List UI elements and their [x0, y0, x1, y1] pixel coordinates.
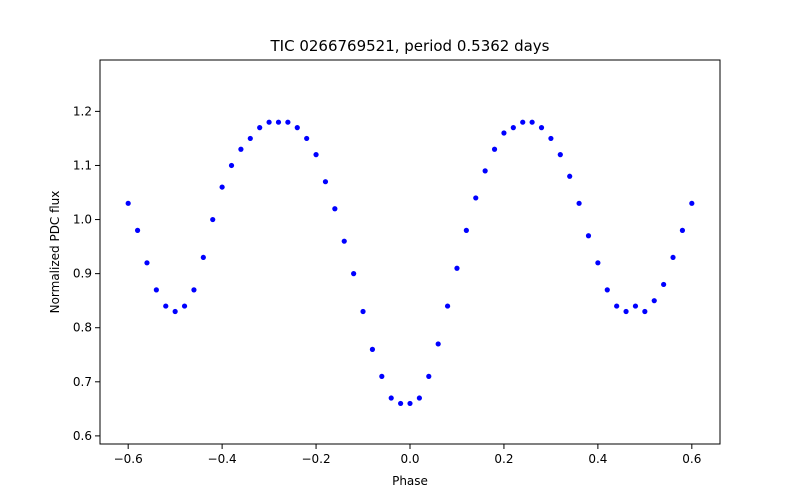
- data-point: [153, 287, 159, 293]
- data-point: [585, 233, 592, 239]
- data-point: [567, 173, 573, 179]
- data-point: [200, 254, 206, 261]
- y-tick-label: 0.7: [73, 375, 92, 389]
- data-point: [651, 298, 657, 304]
- data-point: [632, 303, 639, 309]
- y-tick-label: 1.1: [73, 158, 92, 172]
- y-tick-label: 1.2: [73, 104, 92, 118]
- data-point: [351, 271, 357, 277]
- data-point: [247, 135, 253, 142]
- data-point: [144, 260, 150, 266]
- data-point: [275, 119, 282, 125]
- data-point: [266, 119, 272, 125]
- data-point: [294, 125, 300, 131]
- data-point: [426, 373, 432, 379]
- data-point: [670, 254, 676, 261]
- data-point: [463, 227, 469, 233]
- data-point: [341, 238, 347, 244]
- data-point: [435, 341, 441, 347]
- data-points: [125, 119, 695, 407]
- data-point: [181, 303, 188, 309]
- data-point: [322, 179, 329, 185]
- data-point: [689, 200, 695, 206]
- data-point: [379, 373, 385, 379]
- x-tick-label: −0.4: [208, 452, 237, 466]
- x-axis: −0.6 −0.4 −0.2 0.0 0.2 0.4 0.6: [114, 444, 701, 466]
- data-point: [510, 125, 516, 131]
- data-point: [501, 130, 507, 136]
- data-point: [210, 216, 216, 223]
- plot-frame: [99, 59, 721, 445]
- data-point: [163, 303, 169, 309]
- x-axis-label: Phase: [392, 474, 428, 488]
- y-tick-label: 0.6: [73, 429, 92, 443]
- data-point: [529, 119, 535, 125]
- chart-title: TIC 0266769521, period 0.5362 days: [269, 37, 549, 55]
- data-point: [557, 152, 563, 158]
- data-point: [134, 227, 141, 233]
- data-point: [473, 195, 479, 201]
- data-point: [332, 206, 338, 212]
- data-point: [238, 146, 244, 152]
- x-tick-label: 0.2: [494, 452, 513, 466]
- data-point: [444, 303, 451, 309]
- data-point: [482, 168, 488, 174]
- y-axis-label: Normalized PDC flux: [48, 191, 62, 314]
- data-point: [369, 346, 376, 352]
- data-point: [520, 119, 526, 125]
- data-point: [604, 287, 610, 293]
- data-point: [219, 184, 225, 190]
- y-tick-label: 0.8: [73, 321, 92, 335]
- data-point: [642, 308, 648, 315]
- data-point: [454, 265, 460, 271]
- x-tick-label: −0.2: [301, 452, 330, 466]
- data-point: [491, 146, 498, 152]
- data-point: [172, 308, 178, 315]
- y-tick-label: 0.9: [73, 267, 92, 281]
- data-point: [576, 200, 582, 206]
- data-point: [398, 400, 404, 407]
- data-point: [257, 125, 263, 131]
- x-tick-label: 0.0: [400, 452, 419, 466]
- data-point: [360, 308, 366, 315]
- data-point: [285, 119, 291, 125]
- data-point: [623, 308, 629, 315]
- data-point: [538, 125, 545, 131]
- data-point: [313, 152, 319, 158]
- data-point: [304, 135, 310, 142]
- data-point: [595, 260, 601, 266]
- y-tick-label: 1.0: [73, 213, 92, 227]
- data-point: [548, 135, 554, 142]
- y-axis: 0.6 0.7 0.8 0.9 1.0 1.1 1.2: [73, 104, 100, 443]
- data-point: [388, 395, 394, 401]
- x-tick-label: 0.4: [588, 452, 607, 466]
- data-point: [191, 287, 197, 293]
- data-point: [661, 281, 667, 288]
- data-point: [614, 303, 620, 309]
- data-point: [228, 162, 235, 169]
- x-tick-label: 0.6: [682, 452, 701, 466]
- data-point: [679, 227, 686, 233]
- x-tick-label: −0.6: [114, 452, 143, 466]
- data-point: [407, 400, 413, 407]
- data-point: [125, 200, 131, 206]
- data-point: [416, 395, 422, 401]
